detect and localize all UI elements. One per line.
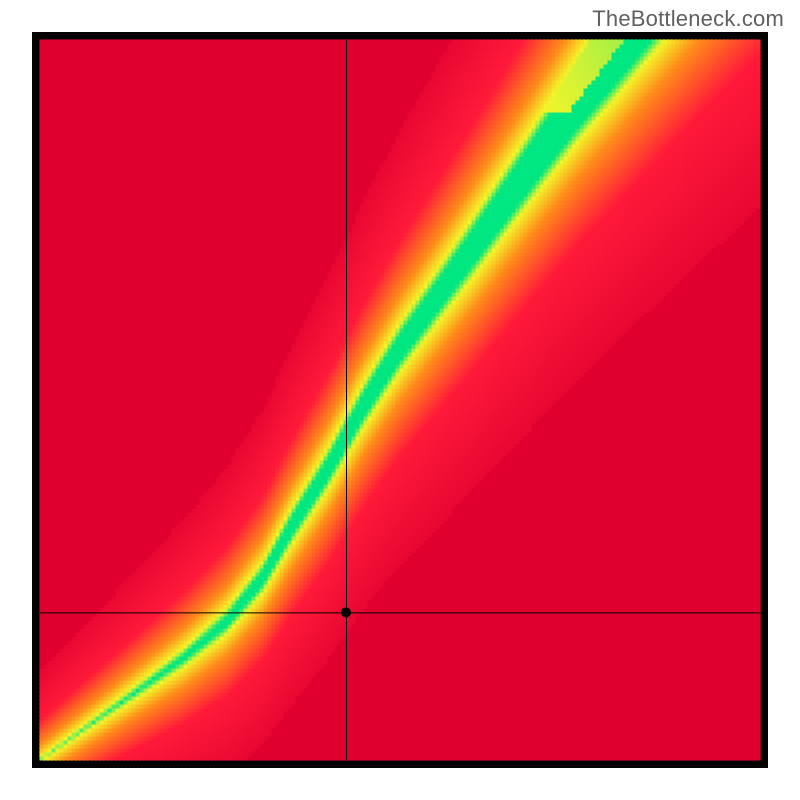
heatmap-canvas — [32, 32, 768, 768]
chart-container: TheBottleneck.com — [0, 0, 800, 800]
plot-area — [32, 32, 768, 768]
watermark-text: TheBottleneck.com — [592, 6, 784, 32]
